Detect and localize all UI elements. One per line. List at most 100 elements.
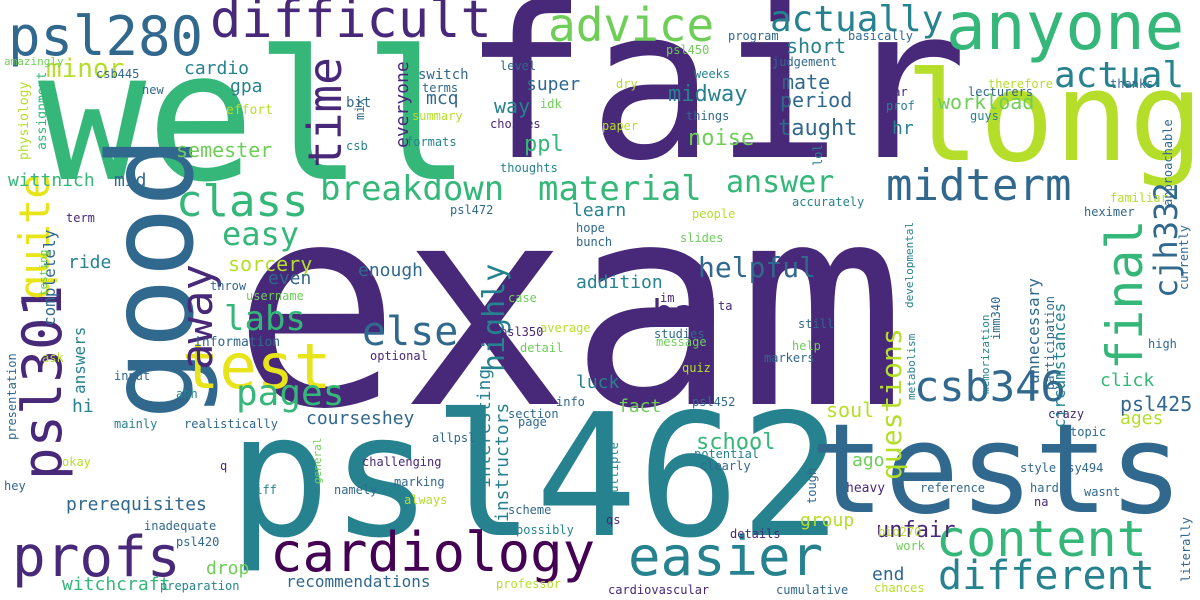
- word-slides: slides: [680, 231, 724, 245]
- word-realistically: realistically: [184, 417, 278, 431]
- word-highly: highly: [477, 263, 512, 372]
- word-average: average: [540, 321, 591, 335]
- word-still: still: [798, 317, 835, 331]
- word-guys: guys: [970, 109, 999, 123]
- word-imm340: imm340: [989, 296, 1003, 340]
- word-way: way: [494, 94, 531, 118]
- word-psl350: psl350: [500, 325, 544, 339]
- word-detail: detail: [520, 341, 564, 355]
- word-diff: diff: [248, 483, 277, 497]
- word-click: click: [1100, 370, 1155, 391]
- word-quiz: quiz: [682, 361, 711, 375]
- word-actually: actually: [770, 0, 944, 40]
- word-fair: fair: [462, 0, 968, 207]
- word-psy494: psy494: [1060, 461, 1104, 475]
- word-topic: topic: [1070, 425, 1107, 439]
- word-assignment: assignment: [35, 71, 50, 150]
- word-psl452: psl452: [692, 395, 736, 409]
- word-fact: fact: [618, 396, 662, 417]
- word-presentation: presentation: [5, 353, 19, 440]
- word-clearly: clearly: [700, 459, 751, 473]
- word-short: short: [786, 34, 847, 58]
- word-lecturers: lecturers: [968, 85, 1034, 99]
- word-helpful: helpful: [698, 251, 817, 284]
- word-marking: marking: [394, 475, 445, 489]
- word-bad: bad: [652, 293, 718, 334]
- word-level: level: [500, 59, 537, 73]
- word-bit: bit: [346, 95, 372, 111]
- word-ago: ago: [852, 450, 885, 471]
- word-physiology: physiology: [17, 81, 32, 160]
- word-period: period: [780, 88, 853, 112]
- word-choices: choices: [490, 117, 541, 131]
- word-prof: prof: [886, 99, 915, 113]
- word-semester: semester: [176, 138, 273, 162]
- word-ta: ta: [718, 299, 733, 313]
- word-sorcery: sorcery: [228, 252, 313, 276]
- word-soul: soul: [826, 398, 875, 422]
- word-ride: ride: [68, 252, 112, 273]
- word-ages: ages: [1120, 408, 1164, 429]
- word-actual: actual: [1054, 55, 1185, 96]
- word-crazy: crazy: [1048, 407, 1085, 421]
- word-noise: noise: [688, 126, 755, 151]
- word-cumulative: cumulative: [776, 583, 849, 597]
- word-enough: enough: [358, 260, 424, 281]
- word-unnecessary: unnecessary: [1024, 278, 1043, 384]
- word-testing: testing: [37, 249, 50, 296]
- word-hey: hey: [4, 479, 26, 493]
- word-class: class: [176, 176, 309, 227]
- word-people: people: [692, 207, 736, 221]
- word-program: program: [728, 29, 779, 43]
- word-advice: advice: [548, 0, 715, 52]
- word-cardio: cardio: [184, 58, 250, 79]
- word-weeks: weeks: [694, 67, 731, 81]
- word-well: well: [38, 13, 472, 222]
- word-csb346: csb346: [914, 362, 1066, 411]
- word-breakdown: breakdown: [320, 169, 505, 209]
- word-familiar: familiar: [1110, 191, 1168, 205]
- word-addition: addition: [576, 272, 663, 293]
- word-formats: formats: [406, 135, 457, 149]
- word-mix: mix: [353, 98, 367, 120]
- word-gpa: gpa: [230, 76, 263, 97]
- word-reference: reference: [920, 481, 986, 495]
- word-case: case: [508, 291, 537, 305]
- word-info: info: [556, 395, 585, 409]
- word-style: style: [1020, 461, 1057, 475]
- word-different: different: [938, 553, 1155, 599]
- word-terms: terms: [422, 81, 459, 95]
- word-judgement: judgement: [772, 55, 838, 69]
- word-minor: minor: [46, 54, 125, 84]
- word-qs: qs: [606, 513, 621, 527]
- word-psl472: psl472: [450, 203, 494, 217]
- word-ppl: ppl: [524, 132, 564, 157]
- word-final: final: [1096, 219, 1154, 370]
- word-high: high: [1148, 337, 1177, 351]
- word-idk: idk: [540, 97, 562, 111]
- word-chances: chances: [874, 581, 925, 595]
- word-inadequate: inadequate: [144, 519, 217, 533]
- word-mcq: mcq: [426, 88, 459, 109]
- word-bunch: bunch: [576, 235, 613, 249]
- word-hi: hi: [72, 396, 94, 417]
- word-participation: participation: [1043, 296, 1057, 390]
- word-preparation: preparation: [160, 579, 240, 593]
- word-csb445: csb445: [96, 67, 140, 81]
- word-summary: summary: [412, 109, 463, 123]
- word-tough: tough: [805, 467, 819, 504]
- word-psl420: psl420: [176, 535, 220, 549]
- word-super: super: [526, 74, 581, 95]
- word-end: end: [872, 564, 905, 585]
- word-new: new: [142, 83, 164, 97]
- word-general: general: [311, 437, 324, 484]
- word-answer: answer: [726, 165, 835, 200]
- word-allpsl: allpsl: [432, 431, 476, 445]
- word-tests: tests: [810, 398, 1184, 542]
- word-cardiovascular: cardiovascular: [608, 583, 710, 597]
- word-ask: ask: [42, 351, 64, 365]
- word-term: term: [66, 211, 95, 225]
- word-heximer: heximer: [1084, 205, 1135, 219]
- word-metabolism: metabolism: [905, 333, 918, 400]
